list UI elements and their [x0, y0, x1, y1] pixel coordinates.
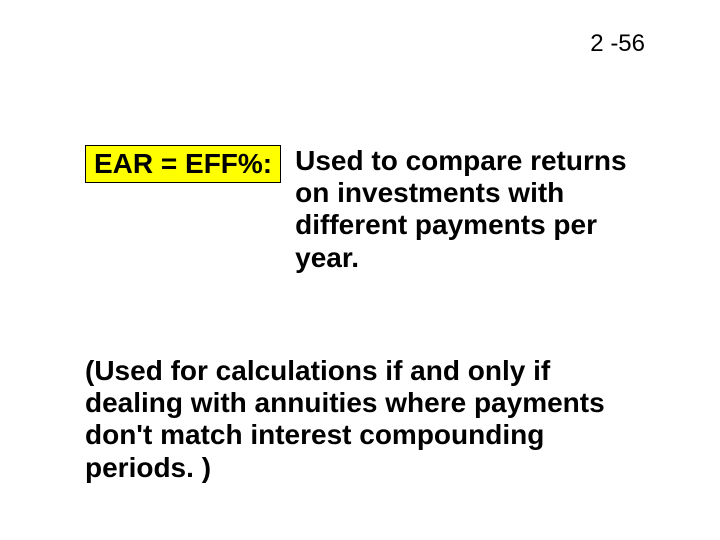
note-text: (Used for calculations if and only if de… — [85, 355, 645, 484]
definition-text: Used to compare returns on investments w… — [295, 145, 660, 274]
term-highlight: EAR = EFF%: — [85, 145, 281, 183]
term-definition-row: EAR = EFF%: Used to compare returns on i… — [85, 145, 660, 274]
page-number: 2 -56 — [590, 30, 645, 58]
